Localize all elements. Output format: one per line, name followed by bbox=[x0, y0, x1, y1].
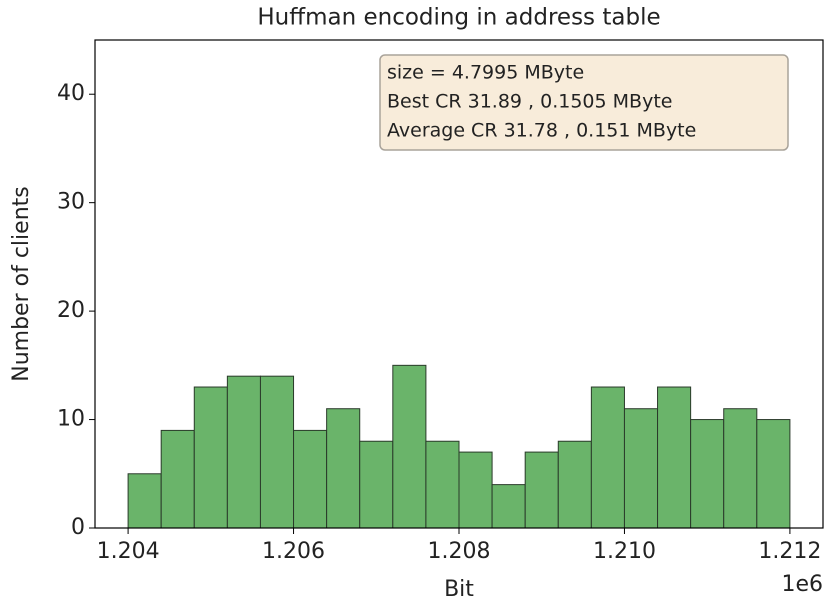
x-offset-label: 1e6 bbox=[781, 572, 823, 597]
bar bbox=[226, 375, 261, 529]
bar bbox=[723, 408, 758, 529]
annotation-box bbox=[379, 54, 789, 151]
bar bbox=[259, 375, 295, 529]
x-tick-label: 1.210 bbox=[593, 539, 656, 564]
bar bbox=[293, 429, 328, 529]
bar bbox=[657, 386, 692, 529]
x-tick-label: 1.208 bbox=[428, 539, 491, 564]
y-tick-label: 40 bbox=[57, 81, 85, 106]
y-tick-label: 30 bbox=[57, 190, 85, 215]
bar bbox=[193, 386, 228, 529]
chart-title: Huffman encoding in address table bbox=[257, 5, 660, 31]
bar bbox=[557, 440, 592, 529]
x-tick-label: 1.204 bbox=[97, 539, 160, 564]
y-tick-label: 0 bbox=[71, 515, 85, 540]
bar bbox=[127, 473, 162, 529]
y-axis-label: Number of clients bbox=[9, 186, 34, 381]
bar bbox=[623, 408, 659, 529]
x-tick-label: 1.206 bbox=[262, 539, 325, 564]
y-tick-label: 10 bbox=[57, 407, 85, 432]
bar bbox=[392, 364, 427, 529]
x-axis-label: Bit bbox=[444, 577, 474, 602]
x-tick-label: 1.212 bbox=[758, 539, 821, 564]
y-tick-label: 20 bbox=[57, 298, 85, 323]
bar bbox=[458, 451, 493, 529]
annotation-line: Average CR 31.78 , 0.151 MByte bbox=[387, 120, 696, 142]
annotation-line: Best CR 31.89 , 0.1505 MByte bbox=[387, 91, 672, 113]
bar bbox=[756, 419, 791, 529]
bar bbox=[524, 451, 559, 529]
bar bbox=[160, 429, 195, 529]
bar bbox=[359, 440, 394, 529]
bar bbox=[690, 419, 725, 529]
bar bbox=[491, 484, 526, 529]
bar bbox=[590, 386, 625, 529]
annotation-line: size = 4.7995 MByte bbox=[387, 62, 584, 84]
bar bbox=[425, 440, 460, 529]
bar bbox=[326, 408, 361, 529]
